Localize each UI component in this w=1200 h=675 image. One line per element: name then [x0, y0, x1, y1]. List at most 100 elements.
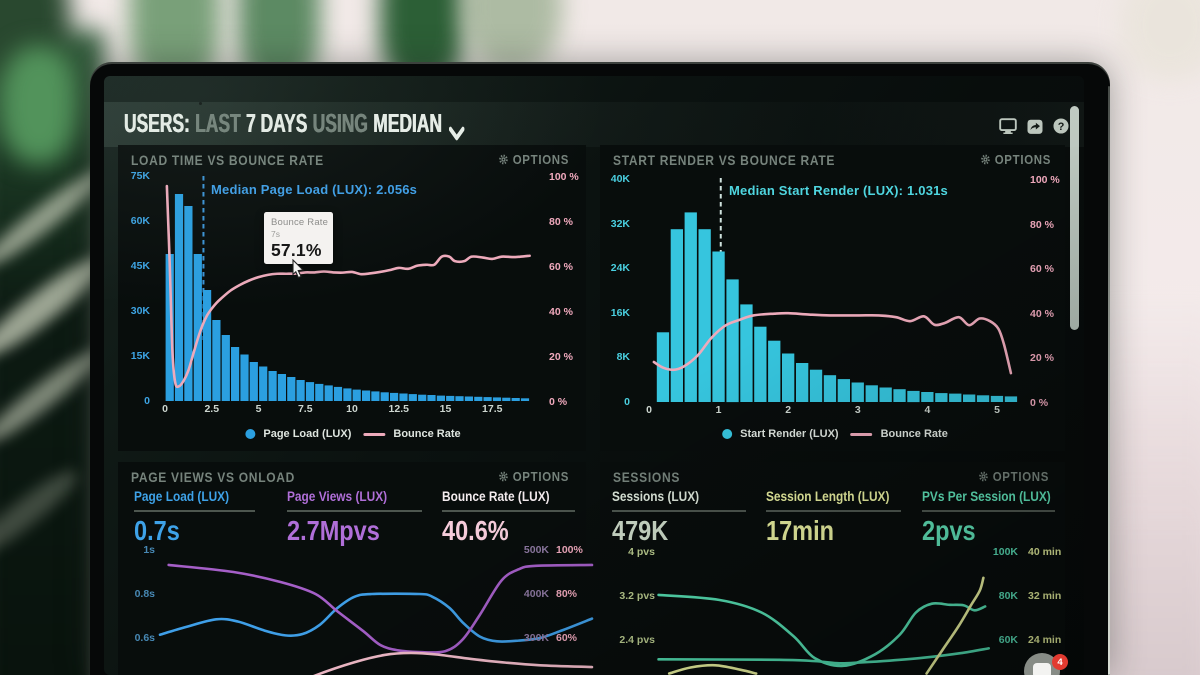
options-button[interactable]: OPTIONS — [979, 469, 1049, 484]
legend-item[interactable]: Page Load (LUX) — [245, 428, 351, 440]
page-title[interactable]: USERS: LAST 7 DAYS USING MEDIAN — [124, 108, 442, 138]
metric-value: 2.7Mpvs — [287, 515, 380, 546]
legend-item[interactable]: Start Render (LUX) — [722, 428, 839, 440]
metric-label: PVs Per Session (LUX) — [922, 489, 1051, 504]
metric-underline — [766, 510, 901, 512]
y-axis-left-label: 45K — [130, 260, 150, 272]
svg-text:?: ? — [1058, 121, 1065, 133]
y-axis-right-label: 40 % — [549, 306, 573, 318]
metric-value: 0.7s — [134, 515, 180, 546]
series-line — [925, 576, 985, 675]
median-annotation: Median Start Render (LUX): 1.031s — [729, 183, 948, 198]
y-axis-left-label: 16K — [610, 306, 630, 319]
gear-icon — [981, 154, 990, 165]
panel-inner: PAGE VIEWS VS ONLOAD OPTIONS — [118, 462, 586, 675]
chat-widget-button[interactable]: 4 — [1024, 653, 1068, 675]
metric-page-load-lux-: Page Load (LUX) 0.7s — [134, 489, 255, 547]
chart-load_time — [165, 176, 531, 401]
x-axis-tick: 1 — [715, 404, 722, 416]
options-label: OPTIONS — [512, 469, 569, 484]
legend-item[interactable]: Bounce Rate — [850, 428, 948, 440]
dashboard-page: USERS: LAST 7 DAYS USING MEDIAN — [104, 76, 1084, 675]
tooltip-subtitle: 7s — [271, 229, 280, 239]
monitor-icon[interactable] — [999, 118, 1017, 134]
metric-underline — [287, 510, 422, 512]
series-line — [657, 647, 990, 665]
y-axis-right-label: 100 % — [549, 171, 579, 183]
mini-axis-right-k-label: 300K — [523, 632, 549, 644]
charts-layer — [158, 176, 1018, 675]
metric-underline — [134, 510, 255, 512]
y-axis-left-label: 32K — [610, 217, 630, 230]
metric-bounce-rate-lux-: Bounce Rate (LUX) 40.6% — [442, 489, 575, 547]
options-button[interactable]: OPTIONS — [981, 152, 1051, 167]
options-button[interactable]: OPTIONS — [499, 469, 569, 484]
chart-tooltip: Bounce Rate 7s 57.1% — [264, 212, 333, 264]
mini-axis-right-pct-label: 100% — [556, 544, 583, 556]
y-axis-left-label: 8K — [616, 351, 630, 364]
metric-value: 40.6% — [442, 515, 509, 546]
mouse-cursor — [292, 259, 305, 279]
scrollbar-thumb[interactable] — [1070, 106, 1079, 330]
laptop: USERS: LAST 7 DAYS USING MEDIAN — [90, 62, 1110, 675]
y-axis-left-label: 75K — [130, 170, 150, 182]
notification-badge: 4 — [1052, 654, 1068, 670]
panel-inner: START RENDER VS BOUNCE RATE OPTIONS — [600, 145, 1065, 451]
chart-pageviews_onload — [158, 563, 594, 675]
y-axis-left-label: 40K — [610, 173, 630, 185]
y-axis-left-label: 0 — [144, 395, 150, 407]
mini-axis-right-k-label: 500K — [523, 544, 549, 556]
series-line — [667, 663, 758, 675]
background-shade — [1095, 300, 1200, 675]
tooltip-value: 57.1% — [271, 240, 322, 260]
metric-value: 2pvs — [922, 515, 976, 546]
y-axis-right-label: 60 % — [1030, 263, 1054, 276]
panel-inner: SESSIONS OPTIONS — [600, 462, 1065, 675]
share-icon[interactable] — [1027, 119, 1043, 134]
chevron-down-icon[interactable] — [448, 119, 465, 149]
metric-underline — [612, 510, 746, 512]
legend-line-marker — [850, 432, 873, 436]
x-axis-tick: 5 — [994, 404, 1000, 416]
dashboard-screen: USERS: LAST 7 DAYS USING MEDIAN — [104, 76, 1084, 675]
header-segment: MEDIAN — [373, 107, 442, 138]
y-axis-left-label: 15K — [130, 350, 150, 362]
header-segment: USING — [312, 107, 368, 138]
mini-axis-right-k-label: 80K — [998, 590, 1018, 602]
metric-session-length-lux-: Session Length (LUX) 17min — [766, 489, 901, 547]
panel-title: START RENDER VS BOUNCE RATE — [613, 152, 836, 168]
header-segment: 7 DAYS — [246, 107, 308, 138]
mini-axis-right-pct-label: 32 min — [1028, 590, 1062, 602]
mini-axis-left-label: 3.2 pvs — [619, 590, 655, 602]
metric-label: Session Length (LUX) — [766, 489, 890, 504]
y-axis-right-label: 60 % — [549, 261, 573, 273]
options-label: OPTIONS — [994, 152, 1051, 167]
chart-start_render — [652, 178, 1018, 403]
legend-item[interactable]: Bounce Rate — [363, 428, 461, 440]
panel-title: LOAD TIME VS BOUNCE RATE — [131, 152, 324, 168]
mini-axis-right-k-label: 100K — [992, 546, 1018, 558]
metric-label: Page Views (LUX) — [287, 489, 388, 504]
x-axis-tick: 2 — [785, 404, 792, 416]
panel-title: SESSIONS — [613, 469, 681, 485]
mini-axis-right-pct-label: 60% — [556, 632, 578, 644]
y-axis-right-label: 20 % — [1030, 352, 1054, 365]
gear-icon — [499, 154, 508, 165]
legend-label: Start Render (LUX) — [740, 428, 839, 440]
background-shade — [1120, 0, 1200, 80]
y-axis-left-label: 60K — [130, 215, 150, 227]
mini-axis-right-k-label: 400K — [523, 588, 549, 600]
gear-icon — [979, 471, 988, 482]
mini-axis-right-pct-label: 24 min — [1028, 634, 1062, 646]
legend-dot-marker — [722, 429, 733, 439]
header-glare-band — [104, 102, 1084, 147]
y-axis-right-label: 0 % — [1030, 397, 1049, 409]
panel-inner: LOAD TIME VS BOUNCE RATE OPTIONS — [118, 145, 586, 451]
header-segment: LAST — [195, 107, 241, 138]
dust-speck — [199, 102, 202, 105]
options-label: OPTIONS — [512, 152, 569, 167]
help-icon[interactable]: ? — [1053, 118, 1069, 134]
x-axis-tick: 5 — [255, 403, 262, 415]
y-axis-right-label: 20 % — [549, 351, 573, 363]
options-button[interactable]: OPTIONS — [499, 152, 569, 167]
